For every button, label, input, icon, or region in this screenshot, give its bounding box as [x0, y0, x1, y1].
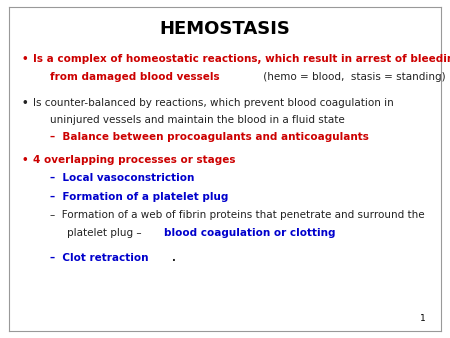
Text: –  Formation of a web of fibrin proteins that penetrate and surround the: – Formation of a web of fibrin proteins …: [50, 210, 425, 220]
Text: from damaged blood vessels: from damaged blood vessels: [50, 72, 220, 82]
Text: –  Local vasoconstriction: – Local vasoconstriction: [50, 173, 194, 183]
Text: .: .: [172, 253, 176, 263]
Text: –  Balance between procoagulants and anticoagulants: – Balance between procoagulants and anti…: [50, 132, 369, 142]
Text: HEMOSTASIS: HEMOSTASIS: [160, 20, 290, 38]
Text: •: •: [22, 98, 29, 107]
Text: 4 overlapping processes or stages: 4 overlapping processes or stages: [33, 155, 235, 165]
Text: Is counter-balanced by reactions, which prevent blood coagulation in: Is counter-balanced by reactions, which …: [33, 98, 393, 107]
Text: uninjured vessels and maintain the blood in a fluid state: uninjured vessels and maintain the blood…: [50, 116, 345, 125]
Text: (hemo = blood,  stasis = standing): (hemo = blood, stasis = standing): [260, 72, 446, 82]
Text: –  Formation of a platelet plug: – Formation of a platelet plug: [50, 192, 229, 202]
Text: blood coagulation or clotting: blood coagulation or clotting: [164, 228, 335, 238]
Text: 1: 1: [420, 314, 426, 323]
Text: –  Clot retraction: – Clot retraction: [50, 253, 148, 263]
Text: platelet plug –: platelet plug –: [68, 228, 145, 238]
Text: •: •: [22, 54, 29, 64]
Text: •: •: [22, 155, 29, 165]
Text: Is a complex of homeostatic reactions, which result in arrest of bleeding: Is a complex of homeostatic reactions, w…: [33, 54, 450, 64]
